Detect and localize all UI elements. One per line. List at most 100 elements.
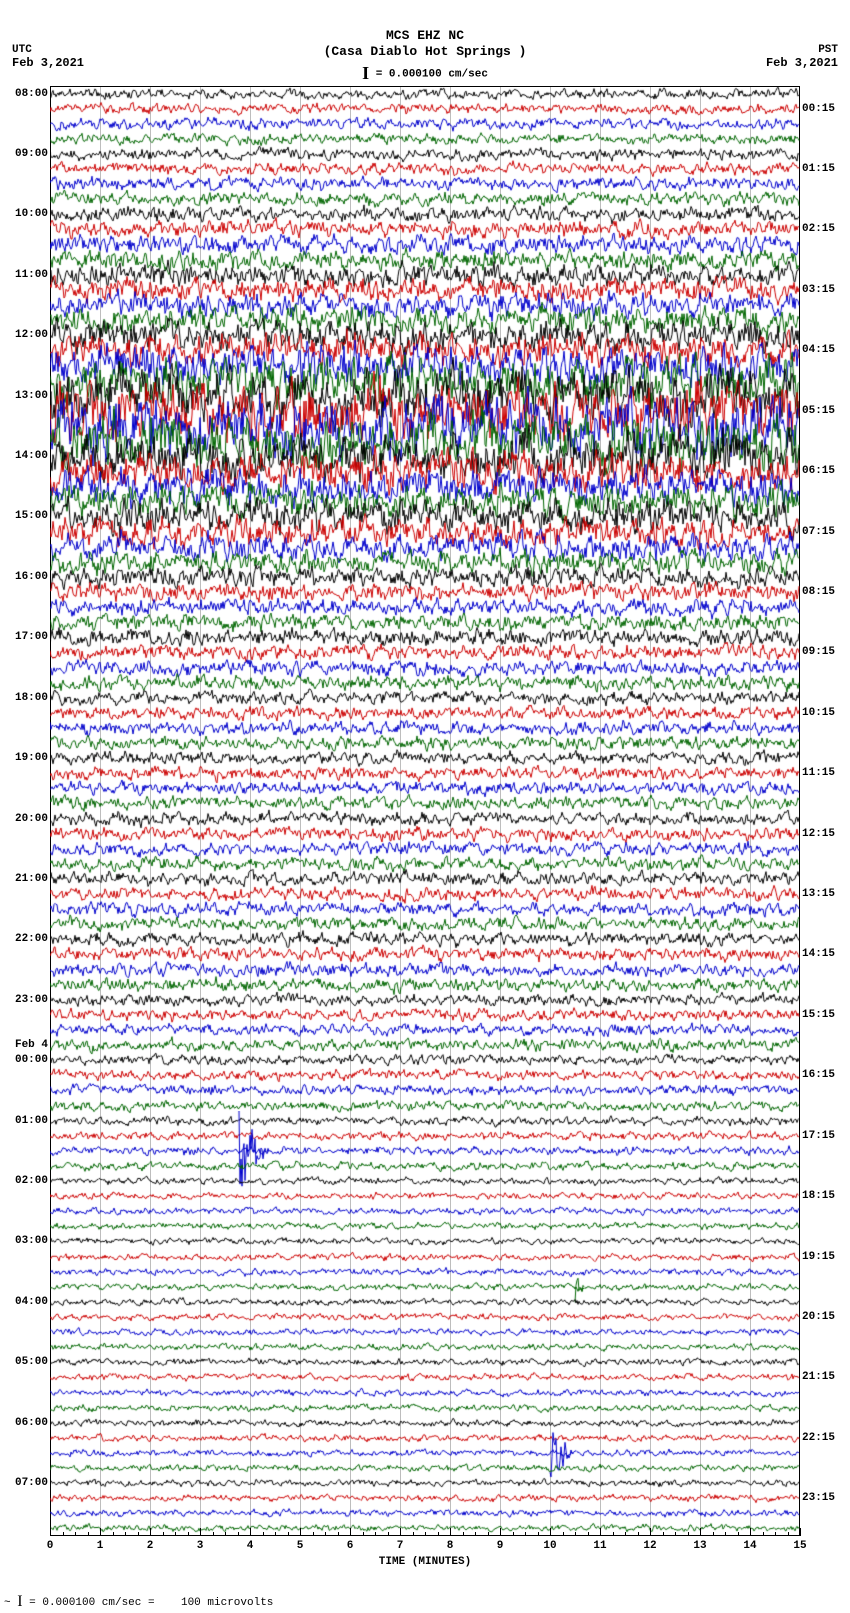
seismic-trace xyxy=(50,1096,800,1176)
x-tick-label: 11 xyxy=(593,1540,606,1552)
utc-time-label: 10:00 xyxy=(15,208,50,220)
utc-time-label: 11:00 xyxy=(15,269,50,281)
seismic-trace xyxy=(50,884,800,964)
utc-time-label: 02:00 xyxy=(15,1175,50,1187)
seismic-trace xyxy=(50,612,800,692)
x-tick-label: 8 xyxy=(447,1540,454,1552)
seismic-trace xyxy=(50,975,800,1055)
seismic-trace xyxy=(50,597,800,677)
seismic-trace xyxy=(50,1217,800,1297)
seismic-trace xyxy=(50,159,800,239)
pst-time-label: 06:15 xyxy=(800,465,835,477)
seismic-trace xyxy=(50,1277,800,1357)
utc-time-label: 04:00 xyxy=(15,1296,50,1308)
seismic-trace xyxy=(50,567,800,647)
utc-date-label: Feb 4 xyxy=(15,1039,50,1051)
seismic-trace xyxy=(50,930,800,1010)
seismic-trace xyxy=(50,1307,800,1387)
seismic-trace xyxy=(50,1232,800,1312)
seismic-trace xyxy=(50,189,800,269)
x-tick-label: 2 xyxy=(147,1540,154,1552)
utc-label: UTC xyxy=(12,44,84,56)
seismic-trace xyxy=(50,658,800,738)
x-tick-label: 1 xyxy=(97,1540,104,1552)
pst-time-label: 11:15 xyxy=(800,767,835,779)
pst-time-label: 18:15 xyxy=(800,1190,835,1202)
seismic-trace xyxy=(50,1413,800,1493)
seismic-trace xyxy=(50,1201,800,1281)
utc-time-label: 15:00 xyxy=(15,510,50,522)
seismic-trace xyxy=(50,99,800,179)
seismic-trace xyxy=(50,1262,800,1342)
utc-time-label: 13:00 xyxy=(15,390,50,402)
seismic-trace xyxy=(50,492,800,572)
seismic-trace xyxy=(50,1156,800,1236)
seismic-trace xyxy=(50,1186,800,1266)
seismic-trace xyxy=(50,748,800,828)
seismic-trace xyxy=(50,779,800,859)
seismic-trace xyxy=(50,114,800,194)
seismic-trace xyxy=(50,446,800,526)
pst-time-label: 05:15 xyxy=(800,405,835,417)
utc-time-label: 08:00 xyxy=(15,88,50,100)
pst-time-label: 13:15 xyxy=(800,888,835,900)
seismic-trace xyxy=(50,839,800,919)
scale-text: = 0.000100 cm/sec xyxy=(376,69,488,81)
helicorder-plot: UTC Feb 3,2021 PST Feb 3,2021 MCS EHZ NC… xyxy=(0,0,850,1613)
x-tick-label: 5 xyxy=(297,1540,304,1552)
utc-time-label: 00:00 xyxy=(15,1054,50,1066)
seismic-trace xyxy=(50,1005,800,1085)
seismic-trace xyxy=(50,356,800,436)
x-tick-label: 7 xyxy=(397,1540,404,1552)
seismic-trace xyxy=(50,1322,800,1402)
pst-time-label: 02:15 xyxy=(800,223,835,235)
pst-time-label: 10:15 xyxy=(800,707,835,719)
x-axis: TIME (MINUTES) 0123456789101112131415 xyxy=(50,1536,800,1554)
x-tick-label: 15 xyxy=(793,1540,806,1552)
seismic-trace xyxy=(50,265,800,345)
seismic-trace xyxy=(50,1066,800,1146)
seismic-trace xyxy=(50,763,800,843)
seismic-trace xyxy=(50,1020,800,1100)
pst-time-label: 09:15 xyxy=(800,646,835,658)
seismic-trace xyxy=(50,476,800,556)
x-axis-label: TIME (MINUTES) xyxy=(50,1556,800,1568)
seismic-trace xyxy=(50,84,800,164)
seismic-trace xyxy=(50,1353,800,1433)
seismic-trace xyxy=(50,960,800,1040)
seismic-trace xyxy=(50,144,800,224)
pst-time-label: 20:15 xyxy=(800,1311,835,1323)
pst-date: Feb 3,2021 xyxy=(766,56,838,70)
x-tick-label: 0 xyxy=(47,1540,54,1552)
x-tick-label: 6 xyxy=(347,1540,354,1552)
utc-time-label: 06:00 xyxy=(15,1417,50,1429)
seismic-trace xyxy=(50,1428,800,1508)
utc-time-label: 20:00 xyxy=(15,813,50,825)
seismic-trace xyxy=(50,295,800,375)
seismic-trace xyxy=(50,899,800,979)
seismic-trace xyxy=(50,703,800,783)
seismic-trace xyxy=(50,416,800,496)
seismic-trace xyxy=(50,733,800,813)
scale-indicator: I = 0.000100 cm/sec xyxy=(0,63,850,85)
seismic-trace xyxy=(50,507,800,587)
utc-date: Feb 3,2021 xyxy=(12,56,84,70)
seismic-trace xyxy=(50,1337,800,1417)
pst-time-label: 19:15 xyxy=(800,1251,835,1263)
chart-header: MCS EHZ NC (Casa Diablo Hot Springs ) I … xyxy=(0,0,850,85)
x-tick-label: 13 xyxy=(693,1540,706,1552)
seismic-trace xyxy=(50,1035,800,1115)
utc-time-label: 22:00 xyxy=(15,933,50,945)
pst-time-label: 23:15 xyxy=(800,1492,835,1504)
seismic-trace xyxy=(50,1398,800,1478)
plot-area: 08:0009:0010:0011:0012:0013:0014:0015:00… xyxy=(50,86,800,1554)
utc-time-label: 05:00 xyxy=(15,1356,50,1368)
utc-time-label: 01:00 xyxy=(15,1115,50,1127)
seismic-trace xyxy=(50,854,800,934)
seismic-trace xyxy=(50,537,800,617)
seismic-trace xyxy=(50,628,800,708)
pst-time-label: 12:15 xyxy=(800,828,835,840)
x-tick-label: 3 xyxy=(197,1540,204,1552)
seismic-trace xyxy=(50,914,800,994)
utc-time-label: 12:00 xyxy=(15,329,50,341)
